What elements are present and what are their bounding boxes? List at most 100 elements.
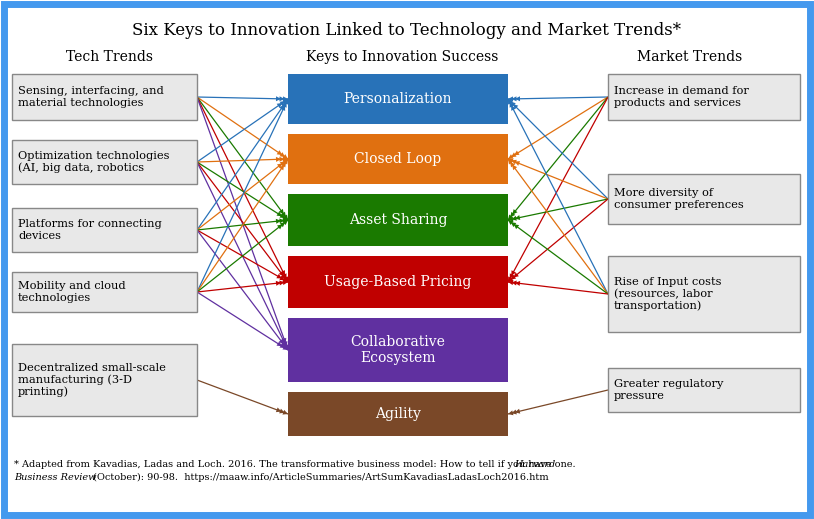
FancyBboxPatch shape — [12, 344, 197, 416]
Polygon shape — [279, 213, 285, 218]
Polygon shape — [283, 345, 288, 350]
Polygon shape — [510, 275, 516, 280]
Text: More diversity of
consumer preferences: More diversity of consumer preferences — [614, 188, 744, 210]
Polygon shape — [508, 99, 514, 104]
Polygon shape — [508, 280, 514, 285]
Polygon shape — [511, 409, 517, 415]
Polygon shape — [281, 162, 286, 168]
Polygon shape — [279, 344, 285, 348]
Polygon shape — [515, 281, 520, 286]
FancyBboxPatch shape — [608, 256, 800, 332]
Polygon shape — [283, 157, 288, 161]
Polygon shape — [508, 216, 514, 222]
Polygon shape — [282, 102, 287, 108]
Polygon shape — [514, 151, 519, 155]
Polygon shape — [279, 157, 285, 162]
Polygon shape — [511, 97, 517, 101]
Polygon shape — [508, 220, 514, 225]
Polygon shape — [279, 101, 285, 106]
Text: * Adapted from Kavadias, Ladas and Loch. 2016. The transformative business model: * Adapted from Kavadias, Ladas and Loch.… — [14, 460, 579, 469]
Polygon shape — [511, 222, 516, 227]
Polygon shape — [508, 159, 513, 165]
Text: Greater regulatory
pressure: Greater regulatory pressure — [614, 379, 724, 401]
Polygon shape — [277, 211, 282, 216]
Polygon shape — [281, 212, 286, 217]
FancyBboxPatch shape — [288, 194, 508, 246]
Polygon shape — [283, 214, 288, 220]
Polygon shape — [282, 280, 288, 285]
Polygon shape — [284, 345, 289, 350]
Text: Agility: Agility — [375, 407, 421, 421]
Polygon shape — [508, 277, 514, 282]
Polygon shape — [511, 270, 516, 276]
Polygon shape — [277, 150, 282, 155]
Text: Collaborative
Ecosystem: Collaborative Ecosystem — [351, 335, 445, 365]
Polygon shape — [280, 222, 285, 227]
Text: Increase in demand for
products and services: Increase in demand for products and serv… — [614, 86, 749, 108]
Polygon shape — [277, 103, 282, 108]
FancyBboxPatch shape — [12, 208, 197, 252]
Text: Personalization: Personalization — [344, 92, 453, 106]
Text: Rise of Input costs
(resources, labor
transportation): Rise of Input costs (resources, labor tr… — [614, 277, 721, 311]
Polygon shape — [276, 274, 282, 279]
Text: Harvard: Harvard — [514, 460, 555, 469]
Polygon shape — [279, 165, 284, 170]
Text: Closed Loop: Closed Loop — [354, 152, 441, 166]
Polygon shape — [279, 97, 285, 101]
Text: Sensing, interfacing, and
material technologies: Sensing, interfacing, and material techn… — [18, 86, 164, 108]
Polygon shape — [513, 104, 519, 110]
FancyBboxPatch shape — [12, 272, 197, 312]
Polygon shape — [276, 281, 281, 286]
Polygon shape — [510, 102, 516, 107]
Polygon shape — [508, 158, 514, 163]
Polygon shape — [281, 274, 286, 279]
Polygon shape — [282, 341, 287, 347]
FancyBboxPatch shape — [608, 368, 800, 412]
Polygon shape — [279, 218, 285, 223]
Polygon shape — [282, 220, 288, 225]
Polygon shape — [279, 408, 285, 413]
Polygon shape — [282, 342, 287, 347]
Polygon shape — [277, 224, 282, 229]
Polygon shape — [276, 157, 281, 162]
Polygon shape — [279, 105, 284, 110]
Polygon shape — [283, 277, 288, 282]
Polygon shape — [282, 154, 288, 159]
Polygon shape — [514, 161, 520, 166]
FancyBboxPatch shape — [288, 134, 508, 184]
Text: Tech Trends: Tech Trends — [67, 50, 154, 64]
Polygon shape — [508, 214, 513, 220]
Polygon shape — [282, 345, 288, 350]
Text: Decentralized small-scale
manufacturing (3-D
printing): Decentralized small-scale manufacturing … — [18, 363, 166, 397]
Polygon shape — [511, 160, 517, 165]
Text: Asset Sharing: Asset Sharing — [348, 213, 447, 227]
Polygon shape — [283, 99, 288, 105]
Polygon shape — [281, 342, 286, 347]
Polygon shape — [281, 105, 285, 111]
Polygon shape — [510, 102, 514, 108]
Polygon shape — [515, 96, 520, 101]
Polygon shape — [282, 159, 288, 164]
Text: Usage-Based Pricing: Usage-Based Pricing — [324, 275, 471, 289]
FancyBboxPatch shape — [288, 256, 508, 308]
Polygon shape — [512, 165, 517, 170]
Polygon shape — [276, 407, 282, 412]
Polygon shape — [511, 281, 517, 285]
Polygon shape — [514, 224, 519, 229]
Polygon shape — [282, 99, 288, 104]
Polygon shape — [510, 274, 514, 279]
FancyBboxPatch shape — [608, 74, 800, 120]
FancyBboxPatch shape — [288, 318, 508, 382]
FancyBboxPatch shape — [12, 74, 197, 120]
Polygon shape — [282, 338, 287, 344]
Polygon shape — [511, 216, 517, 221]
Polygon shape — [279, 152, 285, 157]
Polygon shape — [278, 339, 284, 345]
Polygon shape — [279, 280, 285, 285]
Polygon shape — [514, 272, 519, 278]
FancyBboxPatch shape — [288, 74, 508, 124]
Text: Business Review: Business Review — [14, 473, 97, 482]
Text: Mobility and cloud
technologies: Mobility and cloud technologies — [18, 281, 125, 303]
Text: Market Trends: Market Trends — [637, 50, 742, 64]
Polygon shape — [514, 409, 520, 414]
